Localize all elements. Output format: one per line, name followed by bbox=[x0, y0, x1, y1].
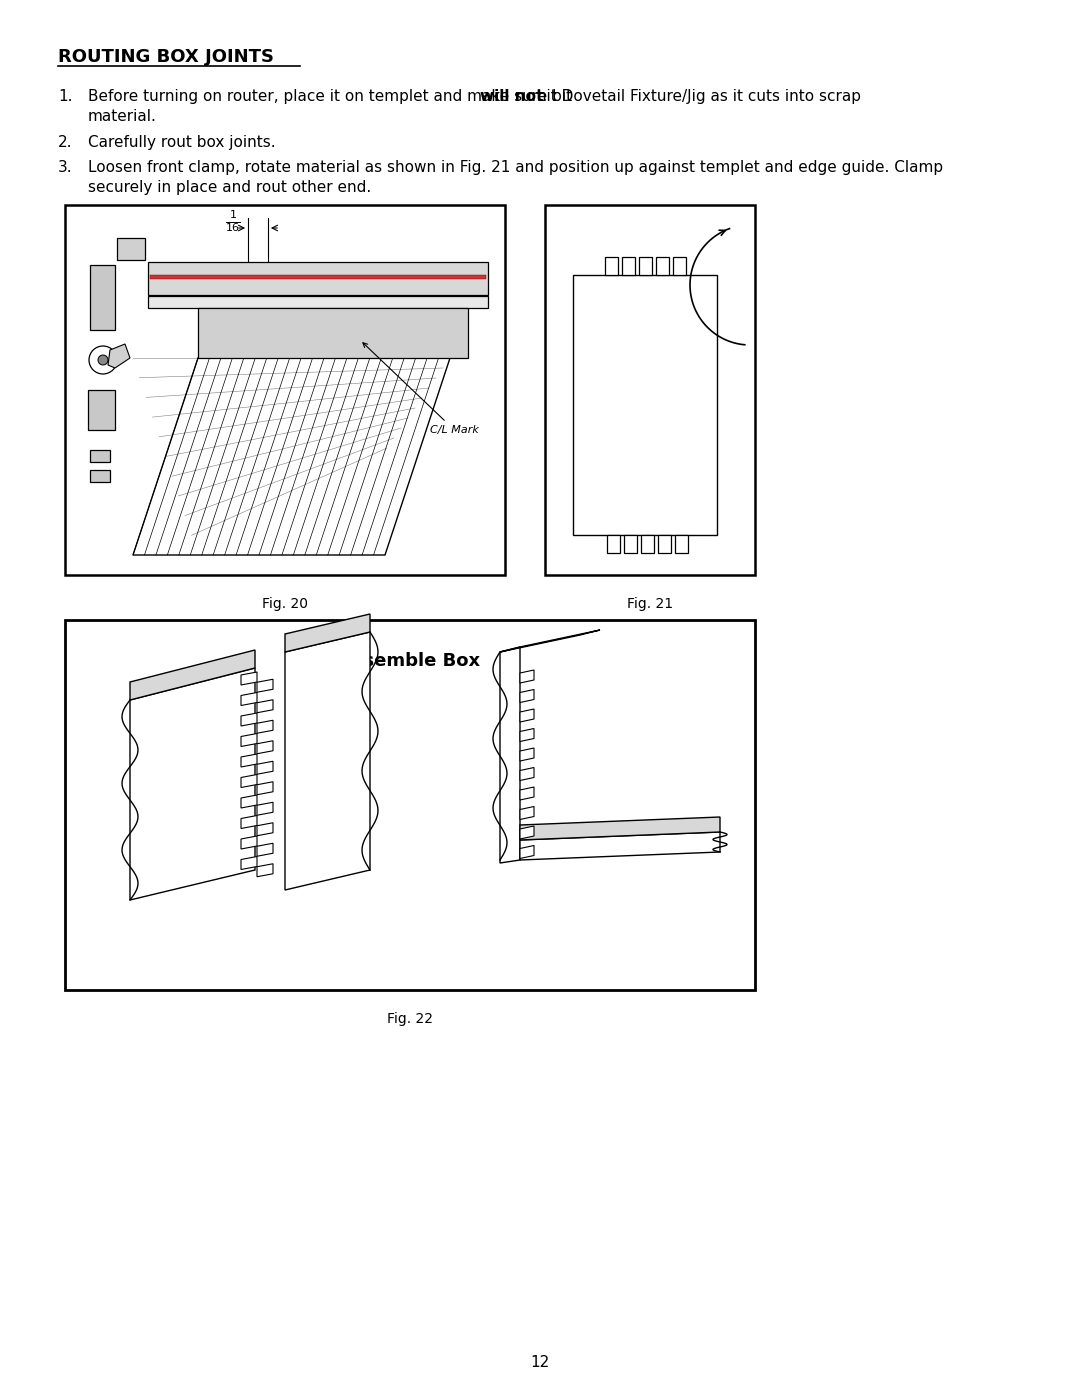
Polygon shape bbox=[257, 844, 273, 856]
Polygon shape bbox=[257, 721, 273, 733]
Polygon shape bbox=[241, 733, 257, 746]
Polygon shape bbox=[500, 647, 519, 863]
Bar bbox=[573, 275, 717, 535]
Polygon shape bbox=[257, 761, 273, 774]
Text: Before turning on router, place it on templet and make sure bit: Before turning on router, place it on te… bbox=[87, 89, 577, 103]
Polygon shape bbox=[519, 787, 534, 800]
Polygon shape bbox=[257, 700, 273, 712]
Bar bbox=[621, 257, 635, 275]
Bar bbox=[65, 620, 755, 990]
Polygon shape bbox=[519, 806, 534, 820]
Text: securely in place and rout other end.: securely in place and rout other end. bbox=[87, 180, 372, 196]
Polygon shape bbox=[257, 740, 273, 754]
Bar bbox=[545, 205, 755, 576]
Polygon shape bbox=[257, 823, 273, 835]
Bar bbox=[658, 535, 671, 553]
Circle shape bbox=[98, 355, 108, 365]
Bar bbox=[675, 535, 688, 553]
Text: Fig. 20: Fig. 20 bbox=[262, 597, 308, 610]
Text: will not: will not bbox=[480, 89, 543, 103]
Polygon shape bbox=[241, 795, 257, 807]
Bar bbox=[638, 257, 651, 275]
Bar bbox=[640, 535, 653, 553]
Polygon shape bbox=[257, 782, 273, 795]
Text: 2.: 2. bbox=[58, 136, 72, 149]
Polygon shape bbox=[519, 728, 534, 742]
Text: Carefully rout box joints.: Carefully rout box joints. bbox=[87, 136, 275, 149]
Bar bbox=[148, 263, 488, 295]
Text: Loosen front clamp, rotate material as shown in Fig. 21 and position up against : Loosen front clamp, rotate material as s… bbox=[87, 161, 943, 175]
Circle shape bbox=[89, 346, 117, 374]
Polygon shape bbox=[519, 690, 534, 703]
Text: 3.: 3. bbox=[58, 161, 72, 175]
Polygon shape bbox=[257, 679, 273, 693]
Polygon shape bbox=[241, 712, 257, 726]
Polygon shape bbox=[241, 774, 257, 788]
Bar bbox=[673, 257, 686, 275]
Polygon shape bbox=[285, 631, 370, 890]
Polygon shape bbox=[241, 816, 257, 828]
Polygon shape bbox=[257, 802, 273, 816]
Polygon shape bbox=[519, 671, 534, 683]
Polygon shape bbox=[108, 344, 130, 367]
Text: ROUTING BOX JOINTS: ROUTING BOX JOINTS bbox=[58, 47, 274, 66]
Bar bbox=[148, 296, 488, 307]
Bar bbox=[607, 535, 620, 553]
Text: 12: 12 bbox=[530, 1355, 550, 1370]
Polygon shape bbox=[519, 845, 534, 859]
Text: 1.: 1. bbox=[58, 89, 72, 103]
Polygon shape bbox=[519, 767, 534, 781]
Polygon shape bbox=[519, 833, 720, 861]
Polygon shape bbox=[241, 835, 257, 849]
Polygon shape bbox=[133, 358, 450, 555]
Polygon shape bbox=[519, 710, 534, 722]
Bar bbox=[150, 275, 486, 279]
Text: Fig. 22: Fig. 22 bbox=[387, 1011, 433, 1025]
Polygon shape bbox=[519, 826, 534, 840]
Text: 1: 1 bbox=[229, 210, 237, 219]
Bar bbox=[90, 265, 114, 330]
Text: hit Dovetail Fixture/Jig as it cuts into scrap: hit Dovetail Fixture/Jig as it cuts into… bbox=[532, 89, 861, 103]
Polygon shape bbox=[241, 672, 257, 685]
Polygon shape bbox=[130, 668, 255, 900]
Text: Fig. 21: Fig. 21 bbox=[626, 597, 673, 610]
Bar bbox=[90, 450, 110, 462]
Bar bbox=[87, 390, 114, 430]
Polygon shape bbox=[519, 817, 720, 840]
Bar bbox=[90, 469, 110, 482]
Polygon shape bbox=[241, 693, 257, 705]
Polygon shape bbox=[285, 615, 370, 652]
Bar bbox=[623, 535, 636, 553]
Text: 16: 16 bbox=[226, 224, 240, 233]
Polygon shape bbox=[519, 747, 534, 761]
Text: C/L Mark: C/L Mark bbox=[363, 342, 478, 434]
Text: Assemble Box: Assemble Box bbox=[339, 652, 481, 671]
Polygon shape bbox=[500, 630, 600, 652]
Bar bbox=[65, 205, 505, 576]
Polygon shape bbox=[130, 650, 255, 700]
Polygon shape bbox=[241, 856, 257, 869]
Bar bbox=[605, 257, 618, 275]
Polygon shape bbox=[257, 863, 273, 877]
Bar bbox=[117, 237, 145, 260]
Text: material.: material. bbox=[87, 109, 157, 124]
Polygon shape bbox=[241, 754, 257, 767]
Bar bbox=[656, 257, 669, 275]
Polygon shape bbox=[198, 307, 468, 358]
